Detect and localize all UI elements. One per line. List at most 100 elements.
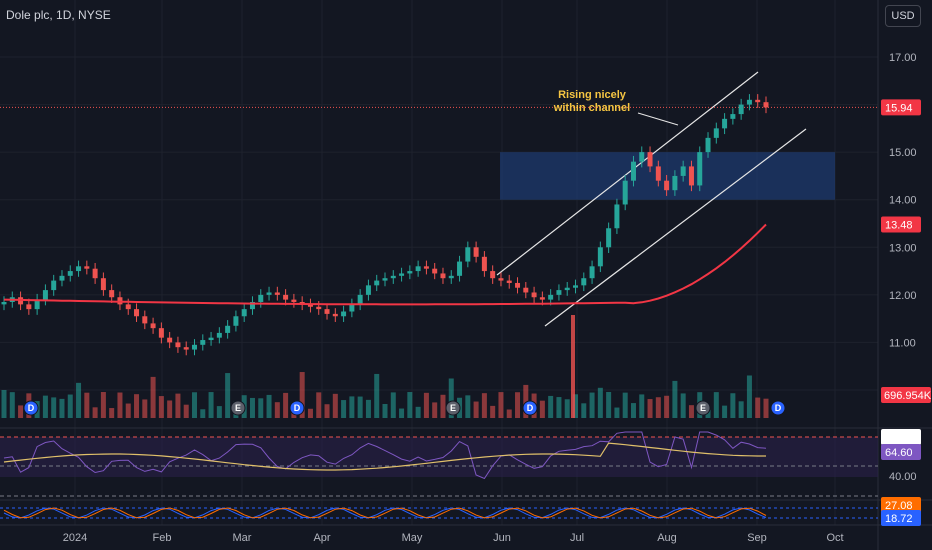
channel-lower-line bbox=[544, 128, 807, 327]
candle-body bbox=[738, 104, 744, 115]
candle-body bbox=[755, 99, 761, 103]
osc-value-tag: 27.08 bbox=[885, 500, 913, 512]
candle-body bbox=[655, 166, 661, 181]
y-tick-label: 15.00 bbox=[889, 147, 917, 159]
candle-body bbox=[200, 340, 206, 345]
candle-body bbox=[490, 271, 496, 279]
volume-bar bbox=[498, 392, 504, 418]
volume-bar bbox=[432, 402, 438, 418]
osc-value-tag-bg bbox=[881, 497, 921, 513]
volume-bar bbox=[490, 405, 496, 418]
volume-bar bbox=[573, 394, 578, 418]
volume-bar bbox=[407, 392, 413, 418]
candle-body bbox=[134, 309, 140, 317]
rsi-band bbox=[0, 437, 878, 477]
volume-bar bbox=[67, 394, 73, 418]
event-marker-circle bbox=[695, 400, 711, 416]
annotation-text: Rising nicely bbox=[558, 89, 627, 101]
event-marker-label: D bbox=[527, 403, 534, 413]
candle-body bbox=[763, 102, 769, 108]
event-marker-d[interactable]: D bbox=[289, 400, 305, 416]
candle-body bbox=[531, 292, 537, 298]
y-tick-label: 12.00 bbox=[889, 290, 917, 302]
candle-body bbox=[349, 304, 355, 312]
candle-body bbox=[622, 180, 628, 205]
candle-body bbox=[614, 204, 620, 229]
volume-bar bbox=[746, 375, 752, 418]
osc-k-line bbox=[3, 507, 767, 519]
symbol-title: Dole plc, 1D, NYSE bbox=[6, 8, 111, 22]
volume-bar bbox=[92, 407, 98, 418]
rsi-line bbox=[3, 431, 767, 480]
currency-button[interactable]: USD bbox=[885, 5, 921, 27]
volume-bar bbox=[481, 393, 487, 418]
volume-bar bbox=[18, 405, 24, 418]
candle-body bbox=[506, 280, 512, 283]
volume-bar bbox=[258, 398, 264, 418]
zone-rectangle bbox=[500, 152, 835, 200]
ma-value-tag: 13.48 bbox=[885, 219, 913, 231]
candle-body bbox=[1, 301, 7, 305]
candle-body bbox=[432, 268, 438, 274]
volume-bar bbox=[134, 394, 140, 418]
candle-body bbox=[365, 285, 371, 295]
osc-signal-tag: 18.72 bbox=[885, 513, 913, 525]
event-marker-d[interactable]: D bbox=[522, 400, 538, 416]
volume-bar bbox=[84, 392, 90, 418]
x-tick-label: Oct bbox=[826, 532, 843, 544]
volume-spike-bar bbox=[571, 315, 575, 418]
candle-body bbox=[233, 316, 239, 326]
channel-upper-line bbox=[496, 71, 759, 276]
candle-body bbox=[158, 328, 164, 338]
candle-body bbox=[440, 273, 446, 279]
volume-bar bbox=[639, 394, 645, 418]
event-marker-e[interactable]: E bbox=[445, 400, 461, 416]
last-price-tag: 15.94 bbox=[885, 102, 913, 114]
volume-bar bbox=[341, 400, 347, 418]
candle-body bbox=[647, 152, 653, 167]
volume-bar bbox=[374, 373, 380, 418]
event-marker-d[interactable]: D bbox=[23, 400, 39, 416]
candle-body bbox=[473, 247, 479, 257]
candle-body bbox=[697, 152, 703, 186]
event-marker-circle bbox=[23, 400, 39, 416]
x-tick-label: Sep bbox=[747, 532, 767, 544]
y-tick-label: 14.00 bbox=[889, 195, 917, 207]
candle-body bbox=[523, 287, 529, 293]
volume-bar bbox=[175, 393, 181, 418]
volume-bar bbox=[647, 399, 653, 418]
candle-body bbox=[630, 161, 636, 181]
candle-body bbox=[581, 278, 587, 286]
candle-body bbox=[374, 280, 380, 286]
candle-body bbox=[573, 285, 578, 288]
candle-body bbox=[34, 299, 40, 310]
rsi-value-tag-bg bbox=[881, 429, 921, 445]
candle-body bbox=[415, 266, 421, 272]
candle-body bbox=[548, 294, 554, 300]
volume-bar bbox=[225, 373, 231, 418]
candle-body bbox=[100, 278, 106, 291]
event-marker-e[interactable]: E bbox=[695, 400, 711, 416]
volume-bar bbox=[755, 397, 761, 418]
candle-body bbox=[357, 294, 363, 305]
event-marker-d[interactable]: D bbox=[770, 400, 786, 416]
x-tick-label: Jul bbox=[570, 532, 584, 544]
volume-bar bbox=[109, 408, 115, 418]
volume-bar bbox=[208, 392, 214, 418]
volume-bar bbox=[249, 397, 255, 418]
x-tick-label: 2024 bbox=[63, 532, 87, 544]
candle-body bbox=[316, 306, 322, 310]
volume-bar bbox=[730, 393, 736, 418]
volume-bar bbox=[713, 392, 719, 418]
candle-body bbox=[589, 266, 595, 279]
candle-body bbox=[680, 166, 686, 176]
volume-bar bbox=[539, 400, 545, 418]
event-marker-circle bbox=[770, 400, 786, 416]
event-marker-e[interactable]: E bbox=[230, 400, 246, 416]
candle-body bbox=[51, 280, 57, 291]
candle-body bbox=[341, 311, 347, 317]
volume-bar bbox=[423, 392, 429, 418]
x-tick-label: Jun bbox=[493, 532, 511, 544]
event-marker-label: E bbox=[700, 403, 706, 413]
